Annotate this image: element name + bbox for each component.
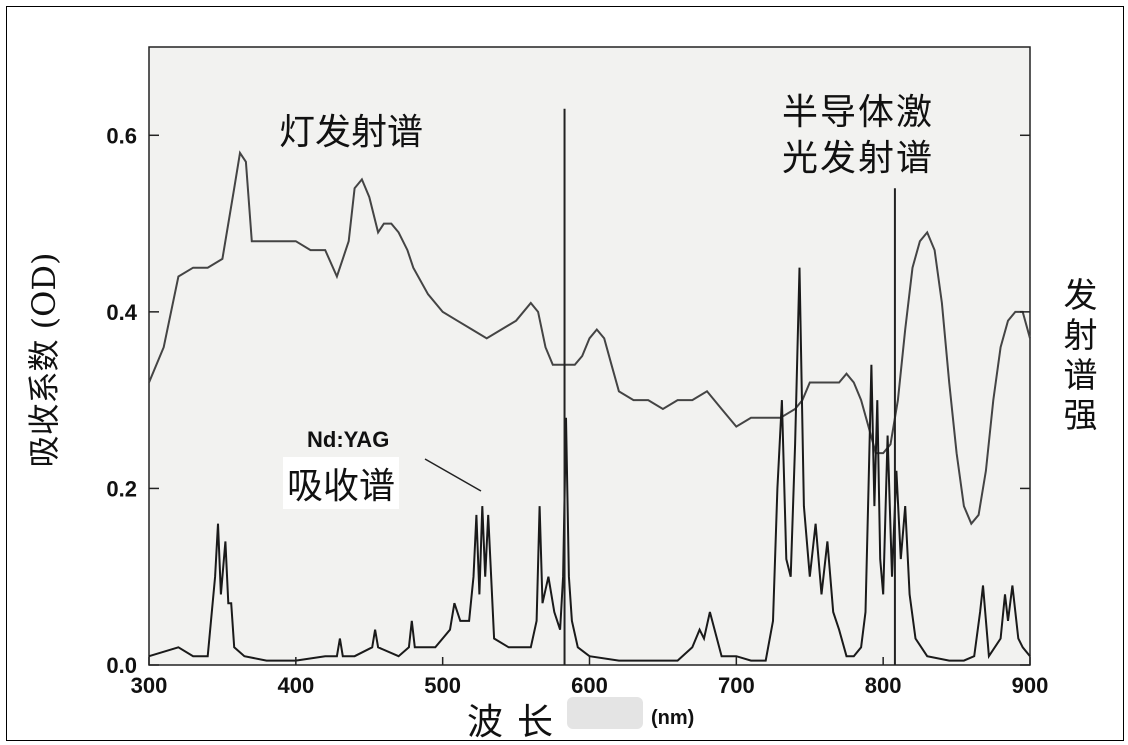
laser-emission-label-line1: 半导体激 bbox=[782, 92, 935, 133]
y-tick-label-3: 0.6 bbox=[106, 123, 137, 148]
x-tick-label-600: 600 bbox=[571, 673, 608, 698]
chart-frame: 300 400 500 600 700 800 900 0.0 0.2 0.4 0.6 灯发射谱 半… bbox=[6, 6, 1124, 741]
y-tick-label-1: 0.2 bbox=[106, 476, 137, 501]
y-axis-right-label: 发射谱强 bbox=[1057, 277, 1097, 437]
y-axis-label: 吸收系数 (OD) bbox=[25, 252, 63, 468]
x-tick-label-400: 400 bbox=[277, 673, 314, 698]
absorption-label: 吸收谱 bbox=[283, 457, 400, 509]
y-tick-label-2: 0.4 bbox=[106, 300, 137, 325]
x-tick-label-300: 300 bbox=[131, 673, 168, 698]
x-tick-label-500: 500 bbox=[424, 673, 461, 698]
x-tick-label-800: 800 bbox=[865, 673, 902, 698]
chart-svg: 300 400 500 600 700 800 900 0.0 0.2 0.4 0.6 bbox=[106, 46, 1049, 698]
ndyag-label: Nd:YAG bbox=[307, 427, 390, 452]
y-tick-label-0: 0.0 bbox=[106, 653, 137, 678]
x-tick-label-900: 900 bbox=[1012, 673, 1049, 698]
x-axis-label-shade bbox=[567, 697, 643, 729]
x-axis-unit: (nm) bbox=[651, 707, 695, 729]
lamp-emission-line bbox=[148, 150, 1031, 526]
ndyag-leader-line bbox=[424, 458, 482, 492]
ndyag-absorption-line bbox=[148, 267, 1031, 662]
x-axis-label: 波长 bbox=[467, 702, 568, 741]
x-tick-label-700: 700 bbox=[718, 673, 755, 698]
lamp-emission-label: 灯发射谱 bbox=[279, 112, 424, 153]
laser-emission-label-line2: 光发射谱 bbox=[782, 138, 935, 179]
